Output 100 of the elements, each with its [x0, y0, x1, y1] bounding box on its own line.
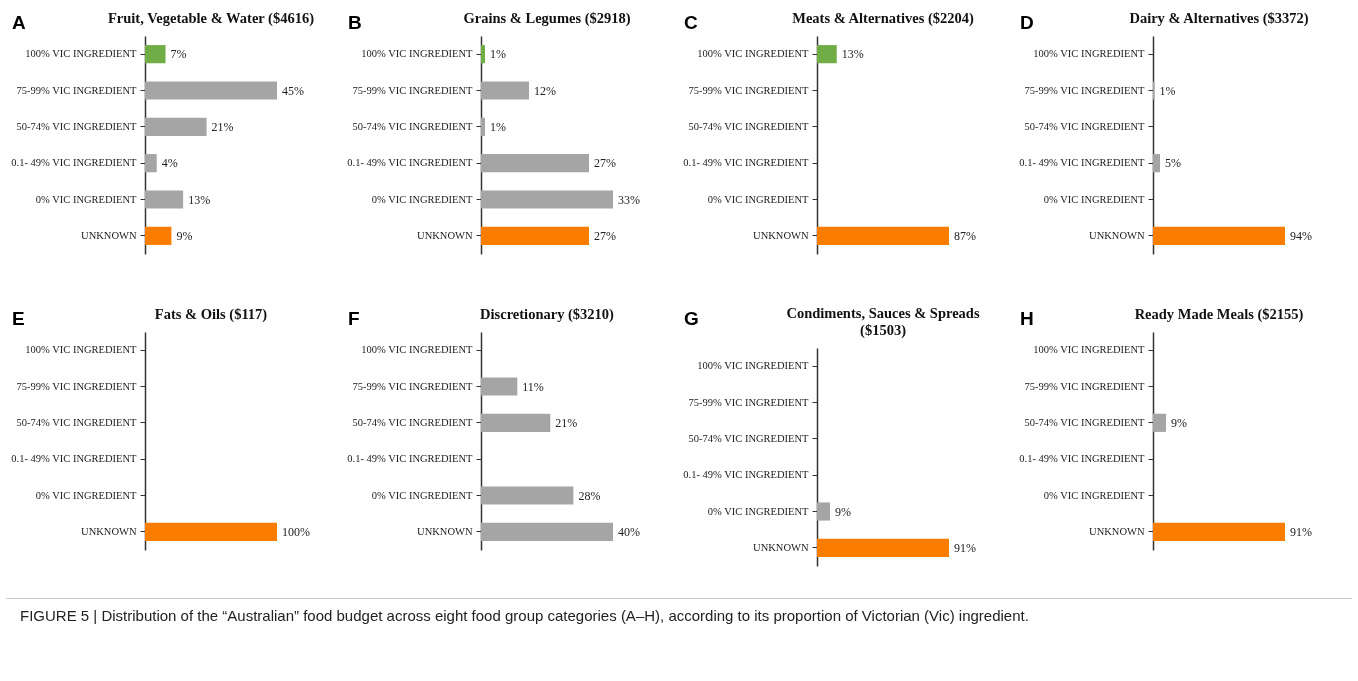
- data-label: 9%: [176, 228, 193, 243]
- bar: [145, 81, 277, 100]
- data-label: 91%: [954, 540, 976, 555]
- y-tick-label: UNKNOWN: [753, 541, 809, 553]
- y-tick-label: 0% VIC INGREDIENT: [35, 489, 138, 501]
- y-tick-label: 50-74% VIC INGREDIENT: [1024, 120, 1146, 132]
- y-tick-label: 75-99% VIC INGREDIENT: [16, 380, 138, 392]
- text: A: [12, 12, 26, 34]
- data-label: 27%: [594, 228, 616, 243]
- y-tick-label: 100% VIC INGREDIENT: [697, 360, 810, 372]
- y-tick-label: 0.1- 49% VIC INGREDIENT: [1019, 157, 1146, 169]
- y-tick-label: 75-99% VIC INGREDIENT: [352, 84, 474, 96]
- data-label: 91%: [1290, 524, 1312, 539]
- chart-title: Dairy & Alternatives ($3372): [1129, 9, 1309, 27]
- y-tick-label: 50-74% VIC INGREDIENT: [16, 416, 138, 428]
- y-tick-label: 75-99% VIC INGREDIENT: [688, 84, 810, 96]
- data-label: 5%: [1165, 156, 1182, 171]
- bar: [145, 226, 172, 245]
- chart-title: Fats & Oils ($117): [154, 305, 268, 323]
- y-tick-label: UNKNOWN: [81, 525, 137, 537]
- y-tick-label: 0.1- 49% VIC INGREDIENT: [683, 157, 810, 169]
- y-tick-label: 0.1- 49% VIC INGREDIENT: [347, 157, 474, 169]
- y-tick-label: 50-74% VIC INGREDIENT: [16, 120, 138, 132]
- data-label: 1%: [490, 119, 506, 134]
- y-tick-label: 100% VIC INGREDIENT: [361, 344, 474, 356]
- y-tick-label: 50-74% VIC INGREDIENT: [352, 120, 474, 132]
- y-tick-label: 0.1- 49% VIC INGREDIENT: [347, 453, 474, 465]
- y-tick-label: 0% VIC INGREDIENT: [1043, 489, 1146, 501]
- chart-title: Condiments, Sauces & Spreads ($1503): [786, 305, 980, 339]
- y-tick-label: 0.1- 49% VIC INGREDIENT: [11, 453, 138, 465]
- text: B: [348, 12, 362, 34]
- y-tick-label: 75-99% VIC INGREDIENT: [16, 84, 138, 96]
- bar: [481, 117, 485, 136]
- y-tick-label: 100% VIC INGREDIENT: [25, 48, 138, 60]
- y-tick-label: 75-99% VIC INGREDIENT: [1024, 84, 1146, 96]
- data-label: 21%: [211, 119, 234, 134]
- y-tick-label: 0% VIC INGREDIENT: [35, 193, 138, 205]
- y-tick-label: UNKNOWN: [1089, 525, 1145, 537]
- y-tick-label: 0% VIC INGREDIENT: [371, 489, 474, 501]
- data-label: 100%: [282, 524, 310, 539]
- chart-title: Meats & Alternatives ($2204): [792, 9, 974, 27]
- y-tick-label: 50-74% VIC INGREDIENT: [352, 416, 474, 428]
- y-tick-label: 100% VIC INGREDIENT: [25, 344, 138, 356]
- text: G: [684, 308, 699, 330]
- text: F: [348, 308, 360, 330]
- data-label: 1%: [1159, 83, 1176, 98]
- data-label: 9%: [835, 504, 852, 519]
- y-tick-label: UNKNOWN: [417, 525, 473, 537]
- y-tick-label: 100% VIC INGREDIENT: [1033, 344, 1146, 356]
- bar: [145, 117, 207, 136]
- y-tick-label: 0% VIC INGREDIENT: [707, 193, 810, 205]
- y-tick-label: 0% VIC INGREDIENT: [1043, 193, 1146, 205]
- data-label: 13%: [188, 192, 211, 207]
- caption: FIGURE 5 | Distribution of the “Australian” food budget across eight food group categories (A–H), according to its proportion of Victorian (Vic) ingredient.: [20, 607, 1030, 624]
- chart-title: Grains & Legumes ($2918): [463, 9, 631, 27]
- bar: [481, 81, 529, 100]
- y-tick-label: 50-74% VIC INGREDIENT: [688, 432, 810, 444]
- y-tick-label: 0.1- 49% VIC INGREDIENT: [1019, 453, 1146, 465]
- bar: [481, 190, 613, 209]
- data-label: 27%: [594, 156, 616, 171]
- data-label: 12%: [534, 83, 556, 98]
- text: C: [684, 12, 698, 34]
- data-label: 21%: [555, 415, 578, 430]
- data-label: 4%: [161, 156, 178, 171]
- chart-title: Discretionary ($3210): [480, 305, 615, 323]
- y-tick-label: 0.1- 49% VIC INGREDIENT: [11, 157, 138, 169]
- y-tick-label: 100% VIC INGREDIENT: [697, 48, 810, 60]
- y-tick-label: 0% VIC INGREDIENT: [371, 193, 474, 205]
- bar: [145, 190, 184, 209]
- y-tick-label: UNKNOWN: [81, 229, 137, 241]
- y-tick-label: 50-74% VIC INGREDIENT: [688, 120, 810, 132]
- data-label: 28%: [578, 488, 601, 503]
- bar: [145, 154, 157, 173]
- text: D: [1020, 12, 1034, 34]
- y-tick-label: UNKNOWN: [1089, 229, 1145, 241]
- y-tick-label: UNKNOWN: [417, 229, 473, 241]
- y-tick-label: 75-99% VIC INGREDIENT: [352, 380, 474, 392]
- data-label: 11%: [522, 379, 544, 394]
- data-label: 45%: [282, 83, 304, 98]
- y-tick-label: 0% VIC INGREDIENT: [707, 505, 810, 517]
- data-label: 1%: [490, 47, 506, 62]
- data-label: 33%: [618, 192, 640, 207]
- bar: [481, 154, 589, 173]
- bar: [481, 522, 613, 541]
- bar: [481, 377, 518, 396]
- data-label: 9%: [1171, 415, 1188, 430]
- data-label: 40%: [618, 524, 640, 539]
- y-tick-label: 100% VIC INGREDIENT: [361, 48, 474, 60]
- y-tick-label: 50-74% VIC INGREDIENT: [1024, 416, 1146, 428]
- data-label: 13%: [841, 47, 864, 62]
- y-tick-label: 75-99% VIC INGREDIENT: [1024, 380, 1146, 392]
- data-label: 87%: [954, 228, 976, 243]
- y-tick-label: 75-99% VIC INGREDIENT: [688, 396, 810, 408]
- bar: [481, 45, 485, 64]
- bar: [481, 413, 551, 432]
- y-tick-label: UNKNOWN: [753, 229, 809, 241]
- y-tick-label: 0.1- 49% VIC INGREDIENT: [683, 469, 810, 481]
- text: H: [1020, 308, 1034, 330]
- bar: [145, 45, 166, 64]
- text: E: [12, 308, 25, 330]
